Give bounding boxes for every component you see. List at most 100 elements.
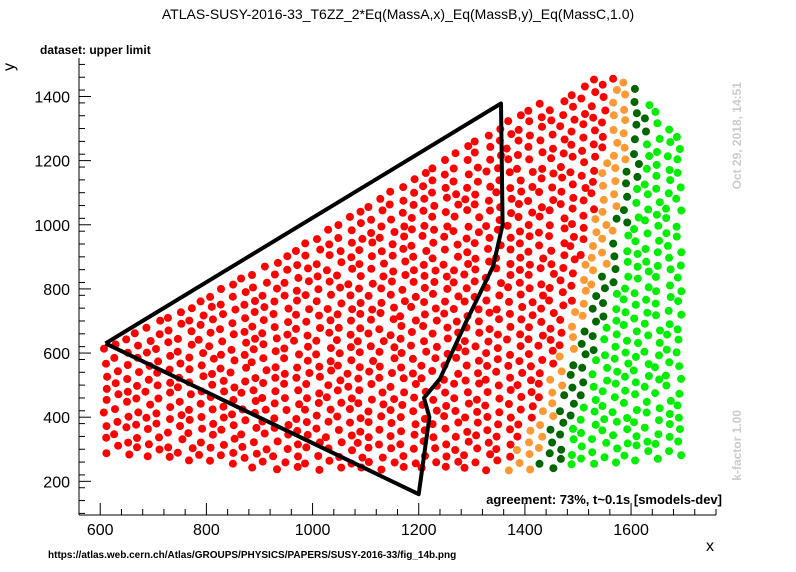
data-point (463, 183, 472, 192)
data-point (143, 425, 152, 433)
data-point (431, 444, 440, 453)
data-point (390, 343, 399, 352)
data-point (515, 357, 524, 366)
data-point (430, 278, 439, 286)
data-point (122, 335, 131, 344)
data-point (398, 401, 407, 409)
data-point (524, 197, 533, 205)
data-point (525, 155, 534, 164)
data-point (355, 246, 364, 255)
data-point (600, 415, 609, 424)
data-point (390, 354, 399, 363)
data-point (592, 228, 601, 237)
data-point (613, 138, 622, 147)
data-point (346, 418, 354, 427)
data-point (230, 356, 239, 365)
data-point (400, 388, 409, 397)
data-point (347, 253, 356, 262)
data-point (387, 444, 396, 453)
data-point (251, 397, 260, 405)
data-point (654, 430, 663, 439)
data-point (623, 439, 632, 448)
data-point (196, 399, 205, 408)
x-tick-label: 1400 (507, 522, 543, 539)
data-point (558, 288, 567, 297)
data-point (258, 291, 267, 300)
data-point (475, 213, 484, 222)
data-point (545, 284, 554, 292)
data-point (514, 420, 523, 429)
data-point (344, 382, 353, 391)
data-point (475, 379, 484, 388)
data-point (609, 431, 618, 440)
data-point (441, 388, 450, 397)
data-point (663, 152, 672, 161)
data-point (280, 369, 289, 378)
data-point (503, 221, 512, 230)
data-point (640, 423, 649, 432)
data-point (640, 319, 649, 328)
data-point (549, 309, 558, 317)
data-point (242, 363, 251, 372)
data-point (495, 408, 504, 417)
data-point (303, 356, 312, 365)
data-point (676, 425, 684, 434)
data-point (592, 356, 600, 365)
data-point (525, 232, 534, 241)
data-point (333, 361, 342, 370)
data-point (227, 345, 236, 354)
data-point (517, 315, 526, 324)
data-point (399, 244, 408, 253)
data-point (598, 426, 607, 435)
data-point (655, 404, 664, 413)
data-point (632, 109, 641, 118)
data-point (449, 305, 458, 313)
data-point (124, 412, 133, 421)
data-point (567, 460, 576, 469)
data-point (389, 315, 398, 324)
data-point (666, 176, 675, 185)
data-point (473, 163, 482, 172)
data-point (429, 238, 438, 247)
data-point (176, 422, 184, 430)
data-point (409, 266, 418, 275)
data-point (184, 429, 193, 438)
data-point (623, 257, 632, 266)
data-point (270, 323, 279, 332)
data-point (367, 215, 376, 224)
data-point (601, 106, 610, 115)
data-point (312, 350, 321, 359)
data-point (495, 315, 503, 324)
data-point (217, 350, 225, 359)
data-point (388, 240, 397, 249)
data-point (321, 433, 330, 442)
data-point (591, 420, 600, 429)
data-point (622, 179, 630, 188)
data-point (379, 272, 388, 281)
data-point (196, 438, 205, 447)
data-point (528, 402, 537, 411)
data-point (556, 454, 565, 463)
data-point (431, 266, 440, 275)
data-point (216, 325, 224, 334)
data-point (579, 196, 588, 205)
data-point (483, 426, 492, 435)
data-point (556, 200, 565, 209)
data-point (217, 425, 226, 434)
data-point (385, 200, 394, 209)
data-point (124, 438, 133, 447)
data-point (576, 251, 585, 259)
data-point (110, 353, 119, 362)
data-point (111, 405, 119, 414)
data-point (353, 438, 362, 447)
data-point (513, 164, 521, 173)
data-point (155, 445, 164, 454)
data-point (258, 457, 267, 466)
data-point (348, 305, 357, 314)
data-point (422, 347, 431, 356)
data-point (556, 407, 564, 416)
data-point (282, 406, 291, 414)
data-point (177, 411, 186, 420)
agreement-label: agreement: 73%, t~0.1s [smodels-dev] (486, 492, 722, 507)
data-point (247, 358, 256, 367)
